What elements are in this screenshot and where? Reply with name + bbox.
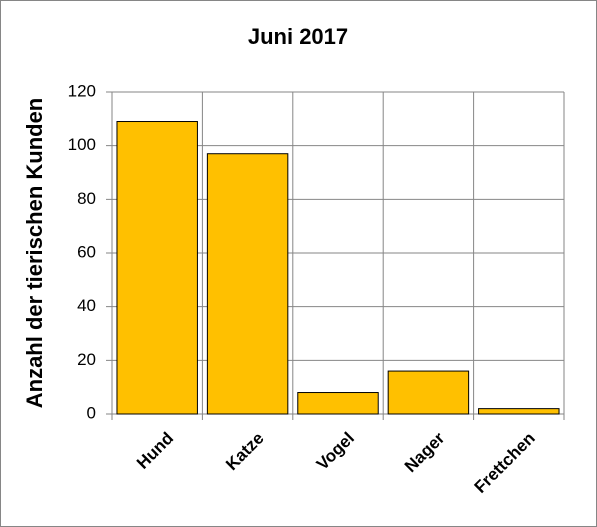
bar xyxy=(297,392,379,415)
bar xyxy=(478,408,560,415)
y-tick-label: 120 xyxy=(68,81,96,100)
bar xyxy=(206,153,289,415)
y-tick-label: 40 xyxy=(77,296,96,315)
y-tick-label: 0 xyxy=(87,403,96,422)
bar xyxy=(387,370,470,415)
y-tick-label: 60 xyxy=(77,242,96,261)
y-tick-label: 20 xyxy=(77,350,96,369)
y-axis-title: Anzahl der tierischen Kunden xyxy=(22,98,47,409)
chart-title: Juni 2017 xyxy=(248,24,348,49)
y-tick-label: 80 xyxy=(77,189,96,208)
y-tick-label: 100 xyxy=(68,135,96,154)
bar xyxy=(116,121,198,415)
